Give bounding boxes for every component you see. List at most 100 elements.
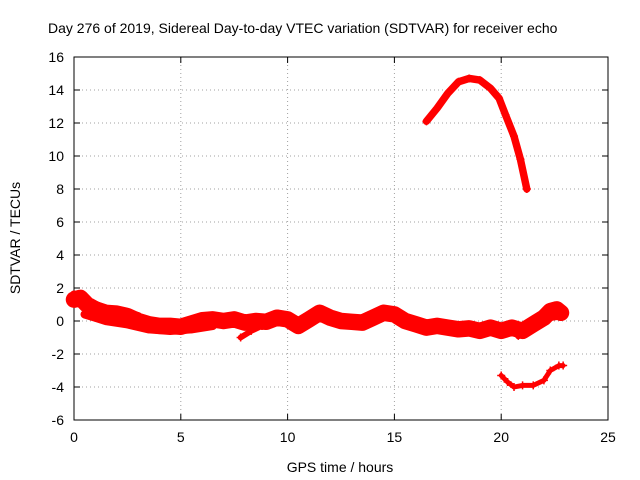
data-point [251,317,260,325]
data-point [266,317,275,325]
data-point [337,317,345,325]
data-point [539,376,548,385]
series-negative-segment-20-23h [498,363,566,390]
data-point [112,307,121,316]
data-point [507,323,516,332]
data-point [369,313,378,322]
data-point [443,89,452,98]
grid-lines [74,57,608,420]
data-point [294,321,303,330]
y-tick-label: 14 [48,82,64,98]
y-tick-label: -2 [52,346,65,362]
y-tick-label: -6 [52,412,65,428]
x-tick-label: 10 [280,429,296,445]
data-point [422,323,431,332]
x-tick-label: 0 [70,429,78,445]
data-point [257,321,266,330]
y-tick-label: 16 [48,49,64,65]
x-tick-label: 25 [600,429,616,445]
y-tick-label: -4 [52,379,65,395]
y-tick-label: 0 [56,313,64,329]
data-point [510,132,519,141]
y-tick-label: 2 [56,280,64,296]
x-tick-labels: 0 5 10 15 20 25 [70,429,616,445]
data-point [524,326,533,335]
data-point [443,323,452,332]
data-point [219,317,228,325]
data-point [552,305,561,314]
data-point [80,310,89,319]
y-tick-label: 6 [56,214,64,230]
data-point [123,320,132,329]
data-point [134,312,143,321]
data-point [503,378,512,387]
data-point [102,305,111,314]
x-tick-label: 15 [387,429,403,445]
x-tick-label: 5 [177,429,185,445]
data-point [546,313,555,322]
data-point [465,324,474,333]
data-point [522,185,531,193]
data-point [347,317,356,326]
data-point [326,313,335,322]
data-point [497,326,506,335]
series-arc-16-21h [422,74,531,193]
data-point [518,381,527,390]
data-point [411,320,420,329]
x-tick-label: 20 [493,429,509,445]
data-point [433,321,442,330]
data-point [501,110,510,119]
data-point [379,308,388,317]
data-point [236,333,245,342]
data-point [390,310,399,319]
data-point [433,104,442,113]
data-point [535,318,544,327]
y-axis-label: SDTVAR / TECUs [7,182,23,294]
data-point [454,325,463,334]
data-point [486,323,495,332]
data-point [497,371,506,380]
data-point [486,84,495,93]
data-point [495,94,504,103]
data-point [208,321,217,330]
y-tick-label: 8 [56,181,64,197]
chart-title: Day 276 of 2019, Sidereal Day-to-day VTE… [48,20,558,36]
data-series [65,74,570,391]
x-axis-label: GPS time / hours [287,459,394,475]
data-point [465,74,474,83]
data-point [475,326,484,335]
data-point [514,331,523,340]
y-tick-labels: -6 -4 -2 0 2 4 6 8 10 12 14 16 [48,49,64,428]
data-point [123,309,132,318]
data-point [516,155,525,164]
data-point [454,77,463,86]
data-point [144,325,153,334]
data-point [70,290,78,299]
data-point [247,326,256,335]
plot-frame [73,56,609,421]
data-point [283,315,292,324]
data-point [76,292,85,301]
y-tick-label: 4 [56,247,64,263]
data-point [529,381,538,390]
data-point [401,317,410,325]
data-point [198,316,207,325]
data-point [510,383,519,391]
data-point [91,313,100,322]
series-dip-7-8h [237,318,274,341]
data-point [475,76,484,85]
axis-ticks [73,56,609,421]
data-point [166,326,175,335]
data-point [304,315,313,324]
data-point [187,325,196,334]
data-point [240,318,249,327]
data-point [546,366,555,375]
data-point [102,317,111,325]
data-point [557,312,566,321]
data-point [230,315,239,324]
data-point [358,318,367,327]
y-tick-label: 10 [48,148,64,164]
data-point [272,313,281,322]
data-point [315,308,324,317]
